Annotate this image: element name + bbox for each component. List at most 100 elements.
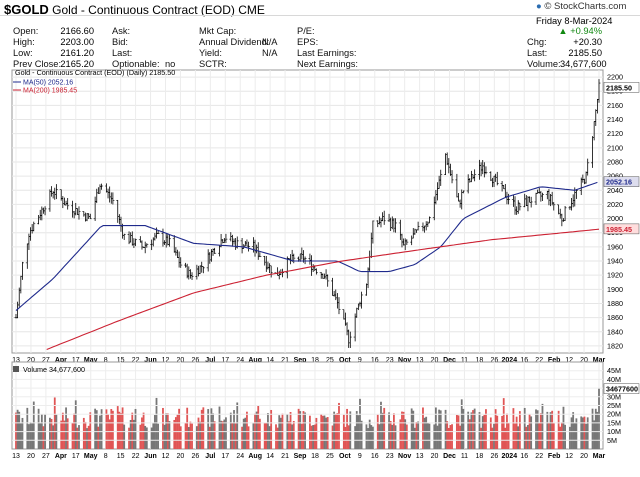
volume-bar (157, 423, 160, 449)
volume-bar (162, 407, 164, 449)
price-tick-label: 2020 (607, 200, 623, 209)
stockcharts-logo[interactable]: ● © StockCharts.com (536, 1, 627, 12)
dividend-label: Annual Dividend: (199, 37, 270, 47)
volume-bar (312, 425, 315, 449)
volume-bar (491, 427, 494, 449)
volume-bar (123, 424, 126, 449)
volume-bar (134, 408, 137, 449)
dividend-value: N/A (262, 37, 278, 47)
volume-bar (360, 420, 363, 449)
volume-legend-text: Volume 34,677,600 (23, 365, 85, 374)
volume-x-tick-label: 24 (236, 453, 244, 460)
volume-tick-label: 25M (607, 401, 621, 410)
volume-bar (257, 405, 260, 449)
ma50-legend: MA(50) 2052.16 (23, 80, 73, 87)
volume-x-tick-label: 20 (177, 453, 185, 460)
volume-bar (265, 422, 268, 449)
volume-bar (583, 416, 586, 449)
price-panel: 1820184018601880190019201940196019802000… (11, 69, 640, 364)
mktcap-label: Mkt Cap: (199, 26, 237, 36)
volume-bar (82, 417, 85, 449)
volume-tick-label: 30M (607, 392, 621, 401)
x-tick-label: 20 (27, 357, 35, 364)
price-tick-label: 1840 (607, 327, 623, 336)
volume-bar (110, 409, 113, 449)
volume-bar (523, 407, 526, 449)
volume-bar (338, 402, 340, 449)
volume-x-tick-label: Jun (144, 453, 156, 460)
volume-bar (309, 415, 311, 449)
volume-bar (87, 425, 90, 449)
volume-bar (49, 417, 51, 449)
x-tick-label: May (84, 357, 98, 364)
volume-bar (525, 426, 528, 449)
volume-bar (178, 408, 181, 449)
volume-bar (559, 426, 562, 449)
volume-bar (451, 424, 453, 449)
volume-bar (207, 409, 210, 449)
ma200-legend: MA(200) 1985.45 (23, 88, 77, 95)
volume-x-tick-label: Apr (55, 453, 67, 460)
x-tick-label: Jul (205, 357, 215, 364)
volume-bar (473, 408, 476, 449)
volume-x-tick-label: 12 (162, 453, 170, 460)
volume-bar (459, 425, 462, 449)
volume-bar (438, 409, 441, 449)
volume-x-tick-label: 20 (580, 453, 588, 460)
volume-bar (426, 422, 429, 449)
volume-bar (489, 417, 492, 449)
x-tick-label: 20 (580, 357, 588, 364)
volume-bar (538, 423, 541, 449)
volume-x-tick-label: 25 (326, 453, 334, 460)
volume-bar (347, 425, 350, 449)
volume-bar (586, 417, 589, 449)
x-tick-label: 13 (416, 357, 424, 364)
volume-bar (496, 415, 499, 449)
price-tick-label: 2000 (607, 214, 623, 223)
volume-bar (74, 400, 77, 449)
volume-bar (536, 410, 539, 449)
volume-bar (598, 388, 600, 449)
volume-bar (380, 401, 382, 449)
volume-bar (372, 426, 374, 449)
volume-x-tick-label: 20 (27, 453, 35, 460)
quote-date: Friday 8-Mar-2024 (536, 16, 613, 26)
x-tick-label: 16 (520, 357, 528, 364)
volume-x-tick-label: Feb (548, 453, 560, 460)
volume-bar (252, 423, 255, 449)
chg-label: Chg: (527, 37, 547, 47)
volume-bar (310, 425, 313, 449)
price-tick-label: 2040 (607, 186, 623, 195)
volume-bar (28, 424, 30, 449)
volume-x-tick-label: 15 (117, 453, 125, 460)
volume-bar (394, 425, 397, 449)
price-tick-label: 1920 (607, 271, 623, 280)
volume-bar (512, 408, 515, 449)
volume-bar (313, 424, 316, 449)
volume-bar (535, 409, 537, 449)
volume-tick-label: 10M (607, 427, 621, 436)
volume-bar (449, 425, 452, 449)
volume-bar (52, 425, 55, 449)
volume-bar (378, 424, 381, 449)
volume-bar (120, 413, 122, 449)
volume-x-tick-label: 8 (104, 453, 108, 460)
volume-bar (242, 418, 245, 449)
volume-bar (105, 409, 108, 449)
x-tick-label: Apr (55, 357, 67, 364)
volume-legend-swatch (13, 366, 19, 372)
volume-bar (557, 410, 560, 449)
volume-bar (413, 427, 416, 449)
x-tick-label: 17 (221, 357, 229, 364)
x-tick-label: 21 (281, 357, 289, 364)
last-volume-tag: 34677600 (606, 385, 638, 394)
volume-bar (304, 412, 306, 449)
low-value: 2161.20 (60, 48, 94, 58)
x-tick-label: 22 (535, 357, 543, 364)
ma50-tag: 2052.16 (606, 178, 632, 187)
volume-bar (331, 425, 334, 449)
volume-bar (195, 426, 198, 449)
volume-bar (527, 424, 529, 449)
volume-bar (517, 426, 520, 449)
volume-bar (191, 423, 193, 449)
